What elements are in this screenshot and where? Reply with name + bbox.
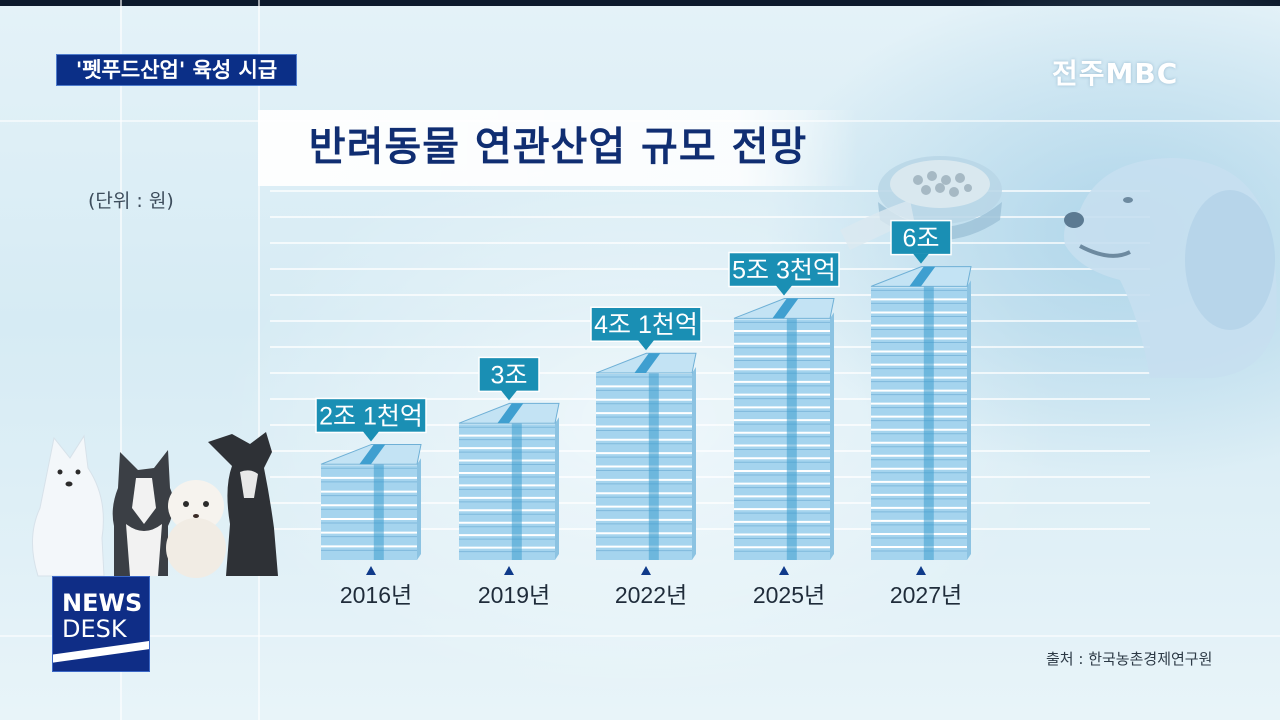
x-tick-label: 2016년	[340, 582, 412, 608]
x-tick-label: 2025년	[753, 582, 825, 608]
axis-marker	[779, 566, 789, 575]
x-tick-label: 2019년	[478, 582, 550, 608]
data-label: 3조	[491, 361, 528, 389]
source-note: 출처 : 한국농촌경제연구원	[1046, 650, 1213, 668]
data-label-box	[478, 356, 540, 393]
data-label-pointer	[638, 340, 654, 351]
data-label-pointer	[913, 253, 929, 264]
dogs-image	[31, 432, 278, 578]
news-desk-line2: DESK	[62, 615, 127, 643]
background-line	[258, 0, 260, 720]
background-line	[120, 0, 122, 720]
bar-stack	[595, 352, 697, 560]
data-label: 6조	[903, 225, 940, 253]
headline-caption: '펫푸드산업' 육성 시급	[56, 54, 297, 86]
axis-marker	[641, 566, 651, 575]
axis-marker	[366, 566, 376, 575]
data-label-pointer	[501, 390, 517, 401]
axis-marker	[916, 566, 926, 575]
dog-image	[1064, 158, 1277, 378]
news-desk-line1: NEWS	[62, 589, 143, 617]
data-label-pointer	[363, 431, 379, 442]
title-band	[258, 110, 858, 186]
x-tick-label: 2022년	[615, 582, 687, 608]
bar-stack	[320, 443, 422, 560]
bar-stack	[733, 298, 835, 560]
bar-stack	[870, 266, 972, 560]
axis-marker	[504, 566, 514, 575]
data-label: 5조 3천억	[732, 257, 836, 285]
data-label-box	[728, 251, 840, 288]
unit-label: (단위 : 원)	[88, 190, 174, 212]
data-label-box	[890, 219, 952, 256]
data-label-pointer	[776, 285, 792, 296]
bar-stack	[458, 402, 560, 560]
data-label: 4조 1천억	[594, 311, 698, 339]
broadcaster-logo: 전주MBC	[1052, 57, 1179, 90]
data-label: 2조 1천억	[319, 402, 423, 430]
x-tick-label: 2027년	[890, 582, 962, 608]
news-desk-logo: NEWS DESK	[52, 576, 150, 672]
background-line	[0, 635, 1280, 637]
chart-title: 반려동물 연관산업 규모 전망	[308, 124, 808, 170]
